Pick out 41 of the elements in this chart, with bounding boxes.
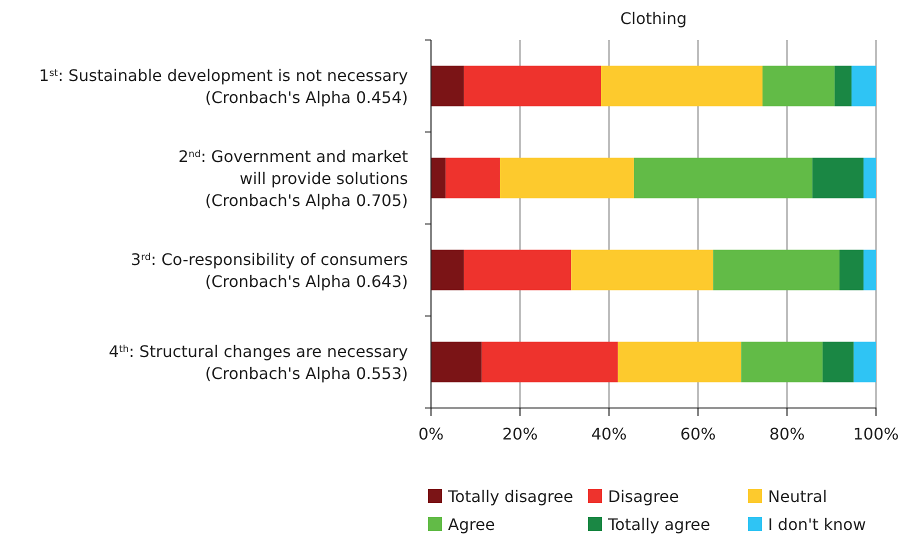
bar [618, 342, 742, 382]
y-tick-label: 1$^{st}$: Sustainable development is not necessary (Cronbach's Alpha 0.454) [39, 66, 408, 107]
bar [834, 66, 852, 106]
x-tick-label: 40% [591, 424, 627, 444]
bar [840, 250, 864, 290]
bar [634, 158, 812, 198]
legend-label: Totally agree [607, 515, 710, 534]
x-tick-label: 0% [418, 424, 444, 444]
legend-label: Neutral [768, 487, 828, 506]
bar [864, 158, 876, 198]
x-tick-label: 20% [502, 424, 538, 444]
legend-label: Disagree [608, 487, 679, 506]
bar [431, 66, 464, 106]
bar [482, 342, 618, 382]
bar [822, 342, 854, 382]
y-tick-label: 4$^{th}$: Structural changes are necessary (Cronbach's Alpha 0.553) [108, 342, 408, 383]
bar [852, 66, 876, 106]
bar [812, 158, 864, 198]
bar [431, 250, 464, 290]
y-tick-label: 2$^{nd}$: Government and market will provide solutions (Cronbach's Alpha 0.705) [178, 147, 408, 210]
chart-title: Clothing [620, 9, 687, 28]
bar [713, 250, 840, 290]
bar [854, 342, 876, 382]
bar [500, 158, 634, 198]
bar [600, 66, 763, 106]
legend-label: I don't know [768, 515, 866, 534]
bar [571, 250, 714, 290]
x-tick-label: 100% [853, 424, 899, 444]
y-tick-label: 3$^{rd}$: Co-responsibility of consumers (Cronbach's Alpha 0.643) [130, 250, 408, 291]
x-tick-label: 60% [680, 424, 716, 444]
bar [741, 342, 823, 382]
legend-label: Agree [448, 515, 496, 534]
bar [864, 250, 876, 290]
x-tick-label: 80% [769, 424, 805, 444]
bar [446, 158, 500, 198]
legend-label: Totally disagree [447, 487, 574, 506]
bar [431, 342, 482, 382]
bar [762, 66, 835, 106]
bar [431, 158, 446, 198]
bar [464, 250, 572, 290]
bar [464, 66, 601, 106]
